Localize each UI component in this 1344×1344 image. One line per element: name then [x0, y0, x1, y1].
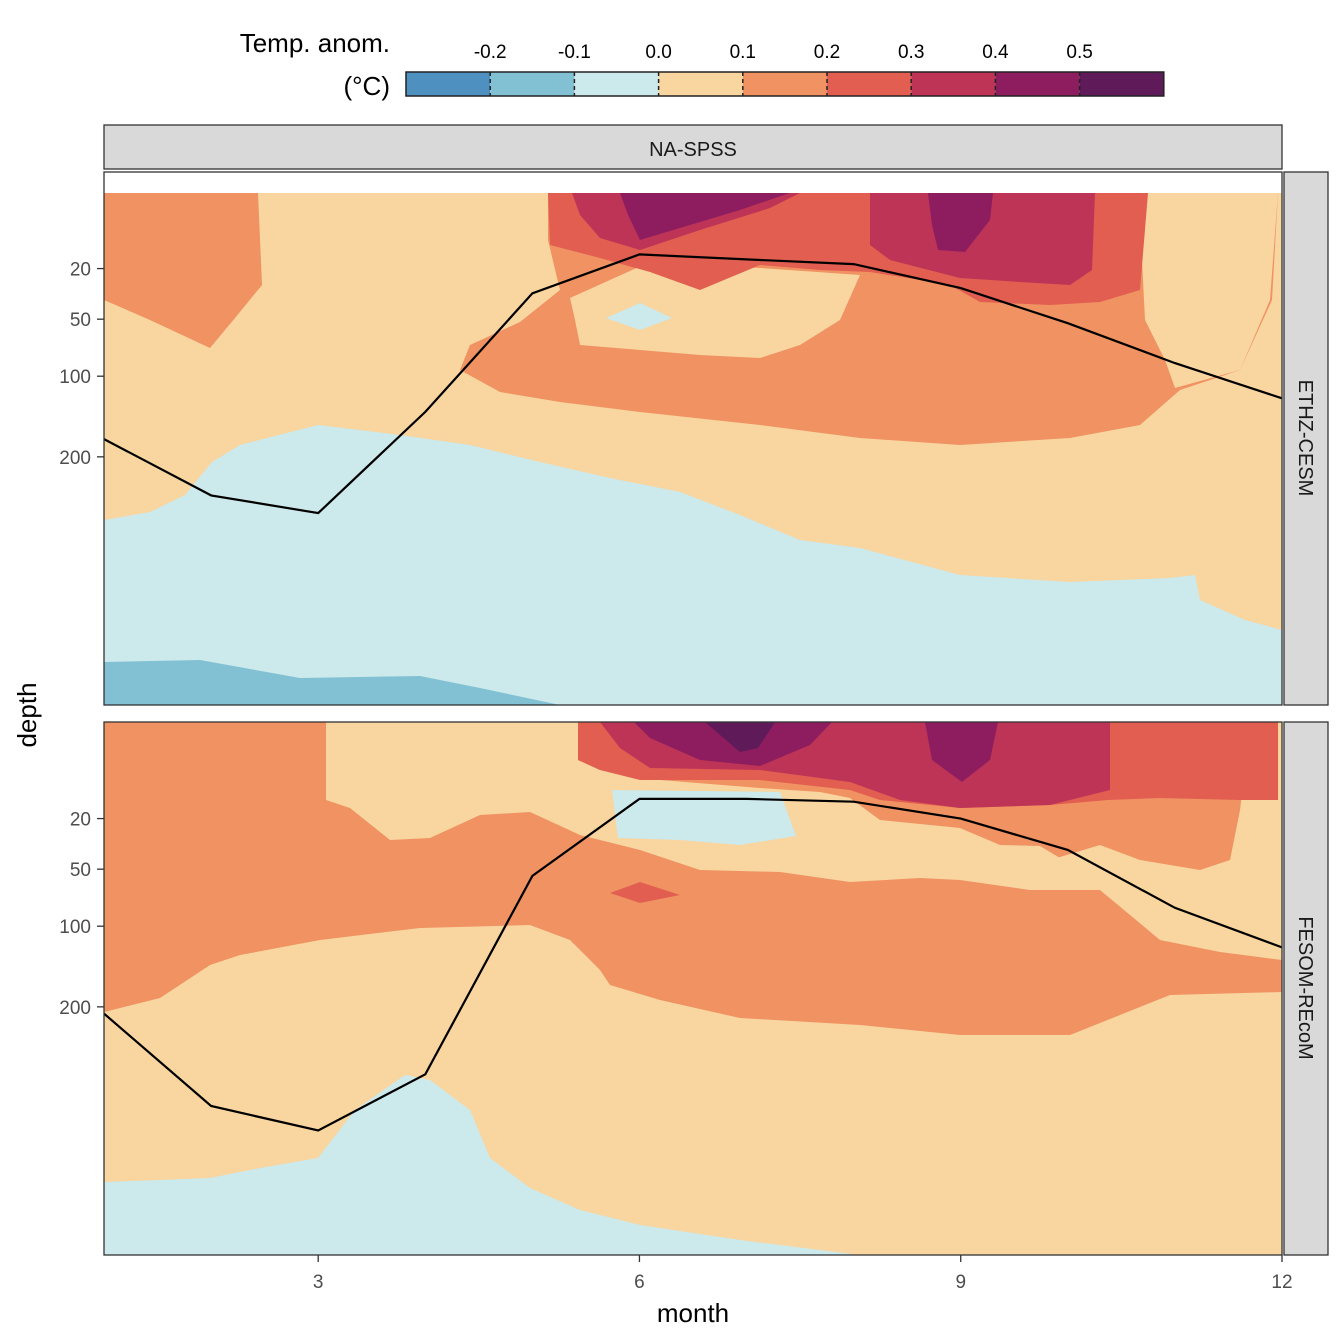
legend-title-line2: (°C): [344, 71, 391, 101]
mld-line-ethz: [104, 253, 1282, 515]
legend-bin: [658, 72, 743, 96]
panel-label-fesom: FESOM-REcoM: [1294, 916, 1316, 1059]
x-axis-title: month: [657, 1298, 729, 1328]
y-tick-label: 200: [59, 998, 91, 1019]
x-tick-label: 6: [634, 1272, 645, 1293]
panel-fesom-recom: FESOM-REcoM 20 50 100 200: [59, 721, 1329, 1256]
facet-strip-top: NA-SPSS: [103, 124, 1283, 170]
legend-tick-label: 0.5: [1066, 42, 1092, 63]
y-tick-label: 50: [70, 310, 91, 331]
y-tick-label: 50: [70, 860, 91, 881]
x-tick-label: 3: [313, 1272, 324, 1293]
legend-title-line1: Temp. anom.: [240, 28, 390, 58]
contour-fill-fesom: [104, 722, 1282, 1255]
legend-bin: [406, 72, 491, 96]
legend-tick-label: -0.2: [474, 42, 507, 63]
legend: Temp. anom. (°C) -0.2 -0.1 0.0 0.1 0.2 0.3 0.4…: [240, 28, 1165, 101]
legend-bin: [490, 72, 575, 96]
legend-tick-label: 0.4: [982, 42, 1009, 63]
legend-tick-labels: -0.2 -0.1 0.0 0.1 0.2 0.3 0.4 0.5: [474, 42, 1093, 63]
legend-bin: [1079, 72, 1164, 96]
y-tick-label: 20: [70, 810, 91, 831]
legend-bin: [742, 72, 827, 96]
x-axis: 3 6 9 12: [313, 1255, 1293, 1293]
contour-fill-ethz: [104, 172, 1282, 705]
legend-bin: [827, 72, 912, 96]
mld-line-fesom: [104, 797, 1282, 1132]
y-tick-label: 100: [59, 917, 91, 938]
legend-tick-label: 0.3: [898, 42, 924, 63]
legend-tick-label: 0.2: [814, 42, 840, 63]
legend-tick-label: 0.1: [730, 42, 756, 63]
y-axis-fesom: 20 50 100 200: [59, 810, 104, 1019]
legend-bin: [911, 72, 996, 96]
y-axis-title: depth: [12, 682, 42, 747]
legend-colorbar: [405, 71, 1165, 97]
x-tick-label: 9: [955, 1272, 966, 1293]
legend-tick-label: 0.0: [645, 42, 671, 63]
y-tick-label: 20: [70, 260, 91, 281]
y-tick-label: 100: [59, 367, 91, 388]
panel-ethz-cesm: ETHZ-CESM 20 50 100 200: [59, 171, 1329, 706]
facet-title: NA-SPSS: [649, 139, 737, 161]
legend-tick-label: -0.1: [558, 42, 591, 63]
legend-bin: [995, 72, 1080, 96]
y-tick-label: 200: [59, 448, 91, 469]
legend-bin: [574, 72, 659, 96]
panel-label-ethz: ETHZ-CESM: [1294, 380, 1316, 497]
y-axis-ethz: 20 50 100 200: [59, 260, 104, 469]
x-tick-label: 12: [1271, 1272, 1292, 1293]
